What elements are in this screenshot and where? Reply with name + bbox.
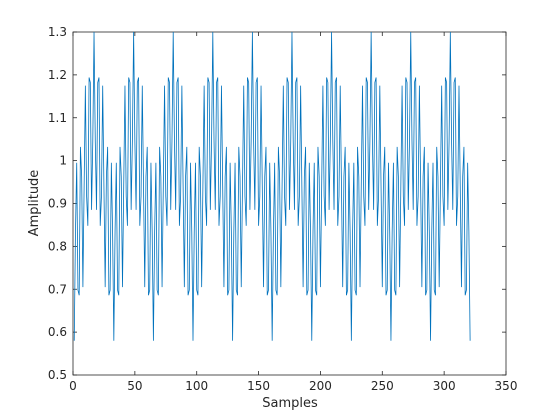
data-line <box>73 31 471 341</box>
y-tick-label: 0.6 <box>48 325 67 339</box>
y-tick-label: 0.7 <box>48 282 67 296</box>
x-axis-label: Samples <box>262 396 318 411</box>
x-tick-label: 300 <box>433 379 456 393</box>
y-tick-label: 1.2 <box>48 68 67 82</box>
x-tick-label: 350 <box>495 379 518 393</box>
x-tick-label: 200 <box>309 379 332 393</box>
y-tick-label: 1.3 <box>48 25 67 39</box>
y-tick-label: 1 <box>59 154 67 168</box>
y-tick-label: 1.1 <box>48 111 67 125</box>
y-axis-label: Amplitude <box>27 170 42 237</box>
y-tick-label: 0.5 <box>48 368 67 382</box>
x-tick-label: 250 <box>371 379 394 393</box>
x-tick-label: 150 <box>247 379 270 393</box>
x-tick-label: 50 <box>127 379 142 393</box>
x-tick-label: 0 <box>69 379 77 393</box>
y-tick-label: 0.8 <box>48 239 67 253</box>
y-tick-label: 0.9 <box>48 197 67 211</box>
x-tick-label: 100 <box>185 379 208 393</box>
